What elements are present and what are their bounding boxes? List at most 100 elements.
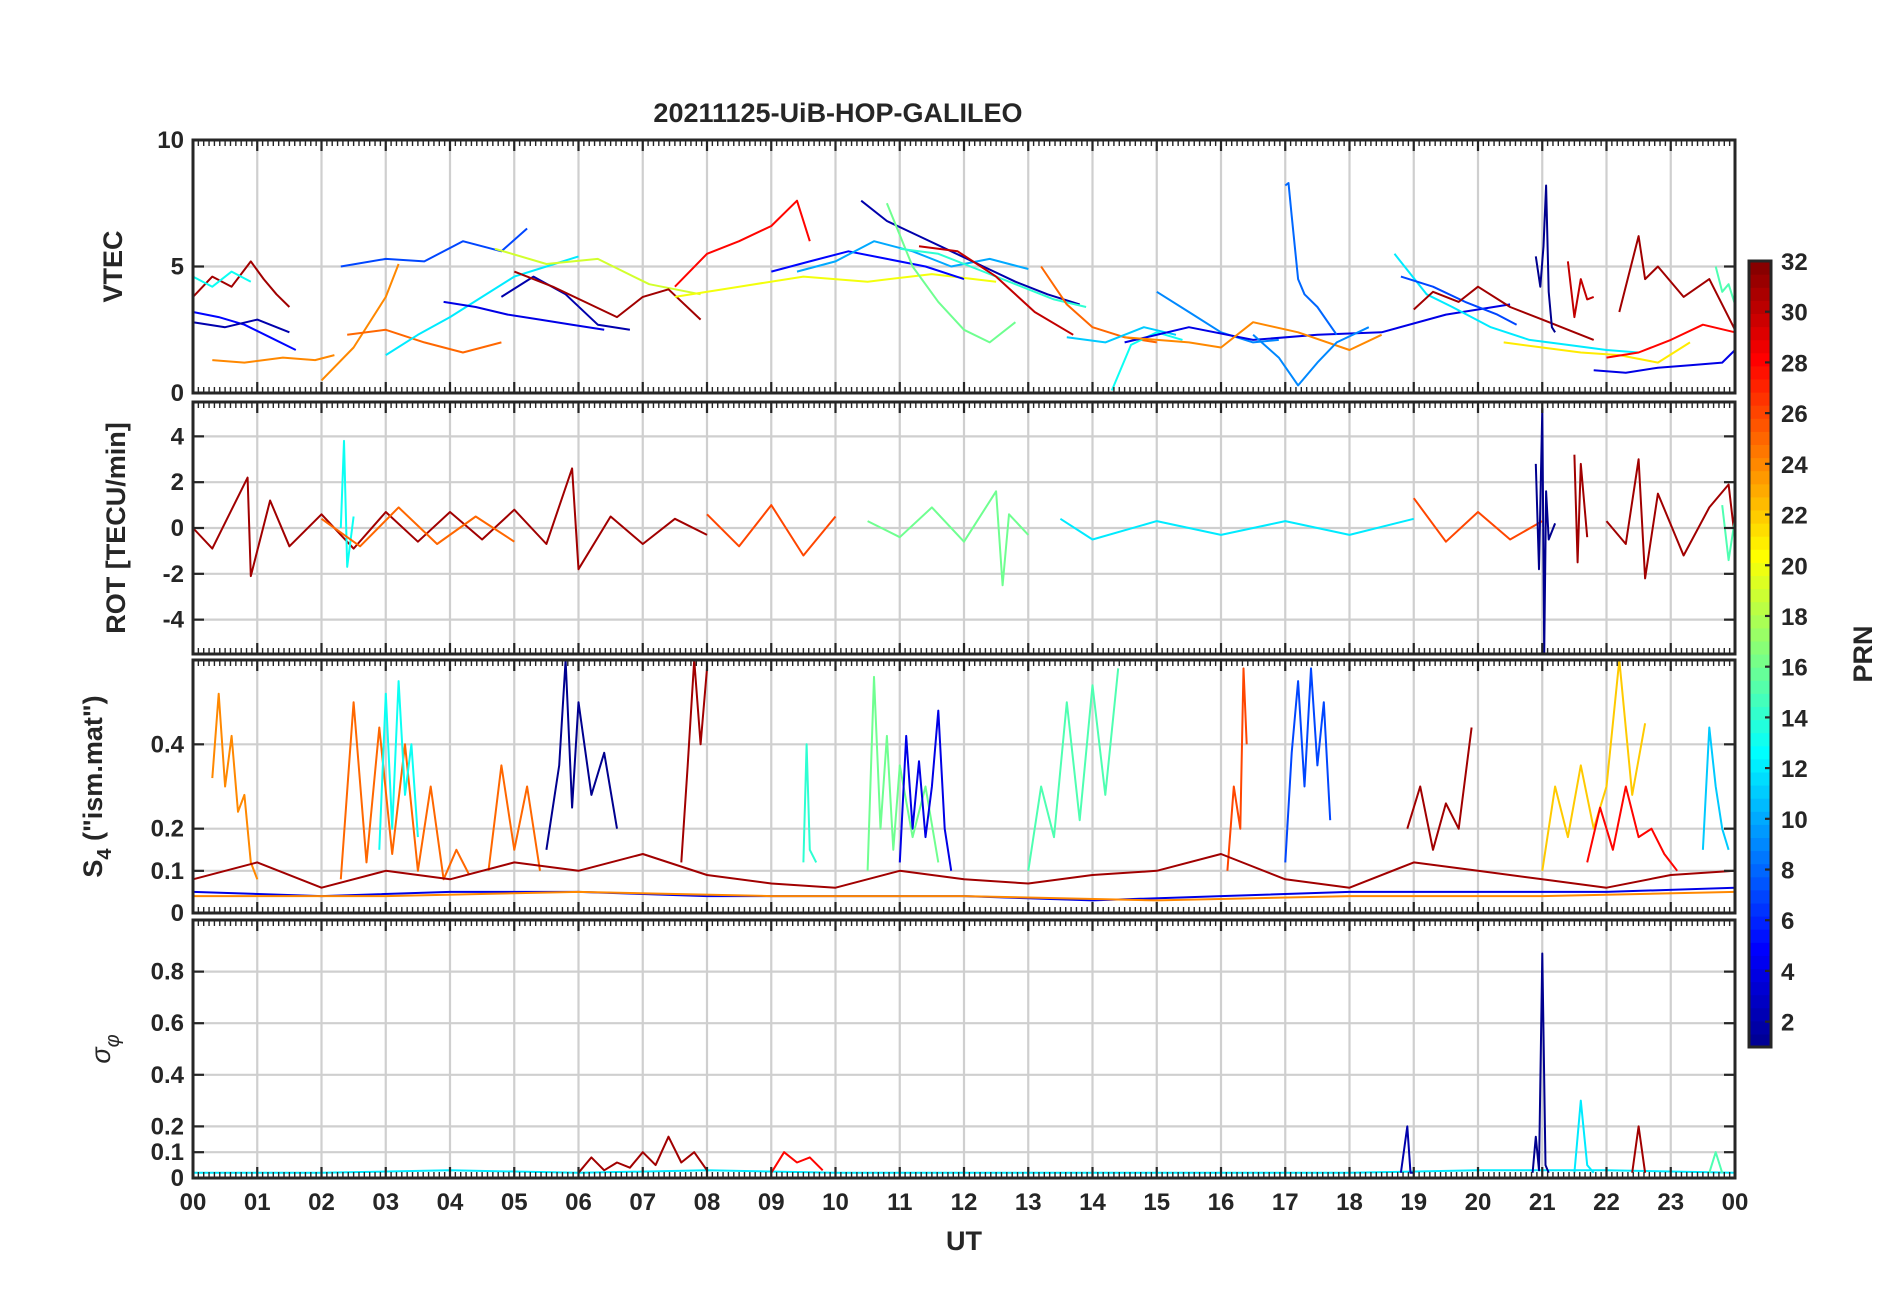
colorbar-segment [1749, 1020, 1771, 1035]
colorbar-tick-label: 28 [1781, 350, 1808, 377]
s4-series-prn-24 [211, 692, 259, 880]
colorbar-segment [1749, 418, 1771, 432]
rot-traces [192, 407, 1736, 655]
x-tick-label: 18 [1336, 1189, 1363, 1216]
vtec-series-prn-5 [771, 250, 965, 281]
vtec-series-prn-8 [1284, 182, 1338, 336]
colorbar-segment [1749, 352, 1771, 367]
colorbar-tick-label: 4 [1781, 959, 1795, 986]
colorbar-segment [1749, 916, 1771, 930]
sigma-series-prn-15 [1708, 1151, 1724, 1174]
colorbar-tick-label: 24 [1781, 452, 1808, 479]
colorbar-segment [1749, 837, 1771, 852]
vtec-series-prn-30 [918, 245, 1074, 336]
rot-y-axis-label: ROT [TECU/min] [101, 422, 131, 633]
colorbar-tick-label: 32 [1781, 249, 1808, 276]
s4-series-prn-16 [866, 675, 940, 871]
colorbar-segment [1749, 680, 1771, 694]
s4-series-prn-13 [378, 680, 419, 850]
colorbar-segment [1749, 1007, 1771, 1022]
s4-series-prn-24 [193, 890, 1736, 902]
s4-series-prn-1 [545, 659, 618, 850]
s4-series-prn-22 [1541, 659, 1647, 871]
colorbar-segment [1749, 483, 1771, 498]
vtec-series-prn-4 [443, 300, 605, 331]
s4-series-prn-7 [1284, 667, 1332, 863]
vtec-series-prn-7 [340, 227, 528, 268]
colorbar-tick-label: 12 [1781, 756, 1808, 783]
colorbar-frame [1747, 259, 1773, 1049]
s4-series-prn-28 [1586, 785, 1678, 872]
vtec-series-prn-4 [1124, 303, 1511, 344]
sigma-series-prn-12 [1573, 1099, 1595, 1174]
colorbar-segment [1749, 640, 1771, 655]
rot-series-prn-13 [339, 439, 355, 568]
vtec-series-prn-16 [885, 202, 1017, 344]
vtec-series-prn-24 [1124, 321, 1383, 351]
x-tick-label: 19 [1400, 1189, 1427, 1216]
vtec-series-prn-24 [212, 354, 335, 364]
x-tick-label: 02 [308, 1189, 335, 1216]
vtec-series-prn-2 [500, 275, 631, 331]
x-tick-label: 07 [629, 1189, 656, 1216]
vtec-series-prn-30 [1566, 261, 1595, 319]
vtec-y-tick-label: 5 [171, 254, 184, 281]
sigma-y-tick-label: 0.4 [151, 1062, 185, 1089]
colorbar-segment [1749, 824, 1771, 838]
colorbar-segment [1749, 378, 1771, 393]
x-tick-label: 23 [1657, 1189, 1684, 1216]
rot-y-tick-label: -4 [163, 607, 185, 634]
colorbar-segment [1749, 588, 1771, 603]
x-tick-label: 20 [1465, 1189, 1492, 1216]
colorbar-tick-label: 22 [1781, 503, 1808, 530]
x-axis-label: UT [946, 1226, 982, 1256]
x-tick-label: 06 [565, 1189, 592, 1216]
s4-series-prn-15 [1027, 668, 1120, 871]
x-tick-label: 01 [244, 1189, 271, 1216]
colorbar-segment [1749, 287, 1771, 301]
sigma-y-label-sub: φ [102, 1034, 124, 1047]
s4-series-prn-11 [1701, 726, 1730, 851]
sigma-y-tick-label: 0.2 [151, 1113, 184, 1140]
colorbar-segment [1749, 261, 1771, 275]
rot-series-prn-31 [192, 467, 708, 578]
vtec-series-prn-2 [860, 199, 1080, 306]
colorbar-segment [1749, 994, 1771, 1009]
colorbar-segment [1749, 863, 1771, 878]
rot-series-prn-31 [1573, 454, 1589, 564]
vtec-series-prn-20 [674, 273, 997, 298]
vtec-series-prn-13 [192, 270, 252, 288]
rot-series-prn-15 [1721, 504, 1736, 562]
colorbar-segment [1749, 654, 1771, 668]
sigma-y-axis-label: σφ [86, 1034, 124, 1063]
sigma-series-prn-31 [577, 1135, 708, 1174]
colorbar-segment [1749, 392, 1771, 406]
s4-y-tick-label: 0.1 [151, 858, 184, 885]
rot-series-prn-12 [1059, 517, 1415, 541]
colorbar-segment [1749, 693, 1771, 707]
sigma-series-prn-1 [1531, 952, 1550, 1174]
s4-series-prn-4 [898, 709, 953, 871]
s4-y-label-sub: 4 [94, 848, 116, 860]
colorbar-segment [1749, 300, 1771, 314]
x-tick-label: 17 [1272, 1189, 1299, 1216]
vtec-y-axis-label: VTEC [98, 230, 128, 302]
vtec-series-prn-21 [1503, 341, 1691, 364]
colorbar-segment [1749, 536, 1771, 550]
colorbar-segment [1749, 667, 1771, 681]
vtec-series-prn-2 [192, 318, 290, 334]
colorbar-segment [1749, 889, 1771, 904]
x-tick-label: 11 [887, 1189, 912, 1216]
colorbar-tick-label: 30 [1781, 300, 1808, 327]
colorbar-segment [1749, 1033, 1771, 1048]
rot-series-prn-31 [1605, 458, 1736, 580]
x-tick-label: 10 [822, 1189, 849, 1216]
x-tick-label: 04 [437, 1189, 464, 1216]
vtec-series-prn-31 [1413, 285, 1595, 341]
s4-y-tick-label: 0.4 [151, 731, 185, 758]
vtec-series-prn-4 [1593, 349, 1736, 374]
colorbar-segment [1749, 902, 1771, 917]
rot-y-tick-label: 4 [171, 423, 185, 450]
s4-series-prn-26 [1226, 667, 1248, 871]
